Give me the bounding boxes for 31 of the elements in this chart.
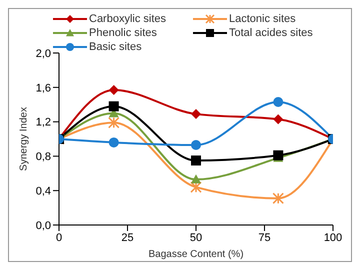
point xyxy=(273,97,284,108)
legend-label: Carboxylic sites xyxy=(89,13,166,25)
x-tick-label: 100 xyxy=(324,232,342,244)
point xyxy=(272,192,284,204)
point xyxy=(190,181,202,193)
point xyxy=(273,114,284,124)
y-tick-label: 1,2 xyxy=(36,116,51,129)
x-tick-label: 25 xyxy=(121,232,134,244)
y-tick-label: 0,0 xyxy=(36,220,51,232)
y-axis-title: Synergy Index xyxy=(18,107,30,171)
legend-label: Lactonic sites xyxy=(229,13,296,25)
legend-label: Phenolic sites xyxy=(89,27,157,39)
point xyxy=(108,101,119,112)
point xyxy=(191,140,201,150)
y-tick-label: 2,0 xyxy=(36,48,51,60)
point xyxy=(108,84,119,95)
y-tick-label: 0,4 xyxy=(36,186,51,198)
point xyxy=(273,150,284,160)
y-tick-label: 1,6 xyxy=(36,82,51,94)
legend-label: Basic sites xyxy=(89,41,142,53)
point xyxy=(108,116,120,128)
x-axis-title: Bagasse Content (%) xyxy=(148,249,244,260)
point xyxy=(191,109,201,120)
point xyxy=(191,156,201,166)
point xyxy=(191,174,201,184)
legend-label: Total acides sites xyxy=(229,27,313,39)
x-tick-label: 0 xyxy=(56,232,62,244)
x-tick-label: 50 xyxy=(190,232,202,244)
x-tick-label: 75 xyxy=(258,232,271,244)
point xyxy=(108,137,119,148)
y-tick-label: 0,8 xyxy=(36,151,51,164)
